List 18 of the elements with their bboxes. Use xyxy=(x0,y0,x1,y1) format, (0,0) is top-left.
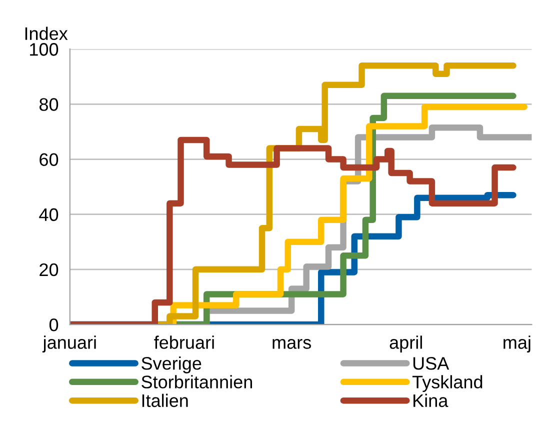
y-tick-label: 20 xyxy=(40,263,58,276)
legend-label: Storbritannien xyxy=(142,375,252,388)
legend-label: USA xyxy=(413,357,450,370)
y-tick-label: 40 xyxy=(39,208,58,222)
legend-label: Tyskland xyxy=(412,375,482,392)
x-tick-label: mars xyxy=(272,339,311,349)
y-tick-label: 80 xyxy=(40,98,58,111)
y-tick-label: 0 xyxy=(49,318,58,332)
y-tick-label: 100 xyxy=(30,43,58,56)
y-axis-title: Index xyxy=(25,26,68,40)
x-tick-label: januari xyxy=(42,336,96,352)
x-tick-label: maj xyxy=(504,336,530,352)
legend-label: Sverige xyxy=(142,356,202,374)
legend-label: Kina xyxy=(414,394,448,408)
legend-label: Italien xyxy=(142,394,188,408)
x-tick-label: februari xyxy=(154,336,214,349)
x-tick-label: april xyxy=(390,336,422,352)
y-tick-label: 60 xyxy=(40,153,58,166)
